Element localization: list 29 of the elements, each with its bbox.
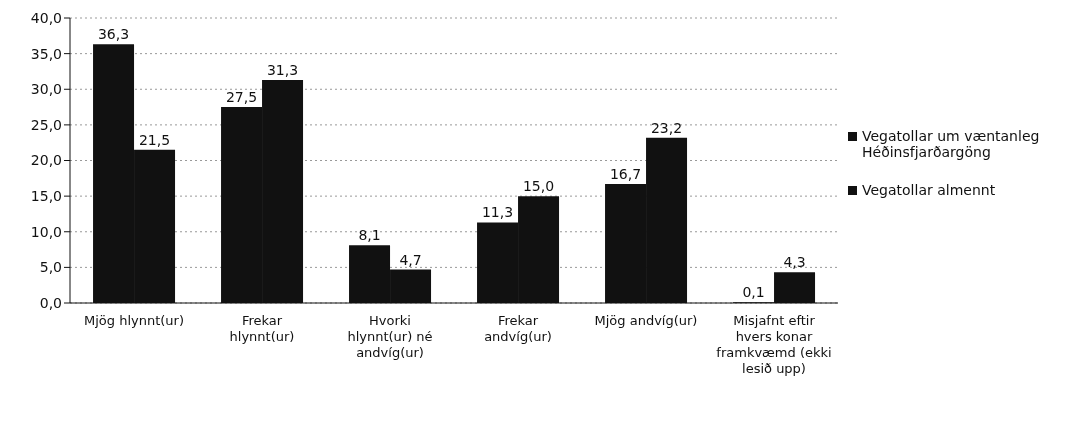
y-tick-label: 35,0 — [30, 45, 62, 62]
data-label: 21,5 — [138, 131, 171, 148]
data-label: 27,5 — [225, 89, 258, 106]
x-tick-label: Hvorki hlynnt(ur) né andvíg(ur) — [347, 313, 433, 360]
y-tick-label: 15,0 — [30, 188, 62, 205]
x-tick-label: Frekar andvíg(ur) — [484, 313, 552, 344]
y-tick-label: 30,0 — [30, 81, 62, 98]
y-tick-label: 5,0 — [39, 259, 62, 276]
y-tick-label: 25,0 — [30, 116, 62, 133]
y-tick-label: 40,0 — [30, 9, 62, 26]
x-tick-label: Mjög andvíg(ur) — [594, 313, 698, 328]
legend-label: Vegatollar um væntanleg Héðinsfjarðargöng — [862, 128, 1041, 160]
data-label: 4,7 — [399, 251, 422, 268]
data-label: 31,3 — [266, 61, 299, 78]
data-label: 4,3 — [783, 254, 806, 271]
x-tick-label: Frekar hlynnt(ur) — [229, 313, 295, 344]
x-tick-label: Misjafnt eftir hvers konar framkvæmd (ekki lesið upp) — [716, 313, 832, 376]
data-label: 23,2 — [650, 119, 683, 136]
legend-label: Vegatollar almennt — [862, 182, 996, 198]
y-tick-label: 10,0 — [30, 223, 62, 240]
data-label: 11,3 — [481, 204, 514, 221]
data-label: 0,1 — [742, 284, 765, 301]
data-label: 16,7 — [609, 166, 642, 183]
data-label: 36,3 — [97, 26, 130, 43]
y-tick-label: 20,0 — [30, 152, 62, 169]
y-tick-label: 0,0 — [39, 294, 62, 311]
x-tick-label: Mjög hlynnt(ur) — [83, 313, 185, 328]
data-label: 15,0 — [522, 178, 555, 195]
data-label: 8,1 — [358, 227, 381, 244]
